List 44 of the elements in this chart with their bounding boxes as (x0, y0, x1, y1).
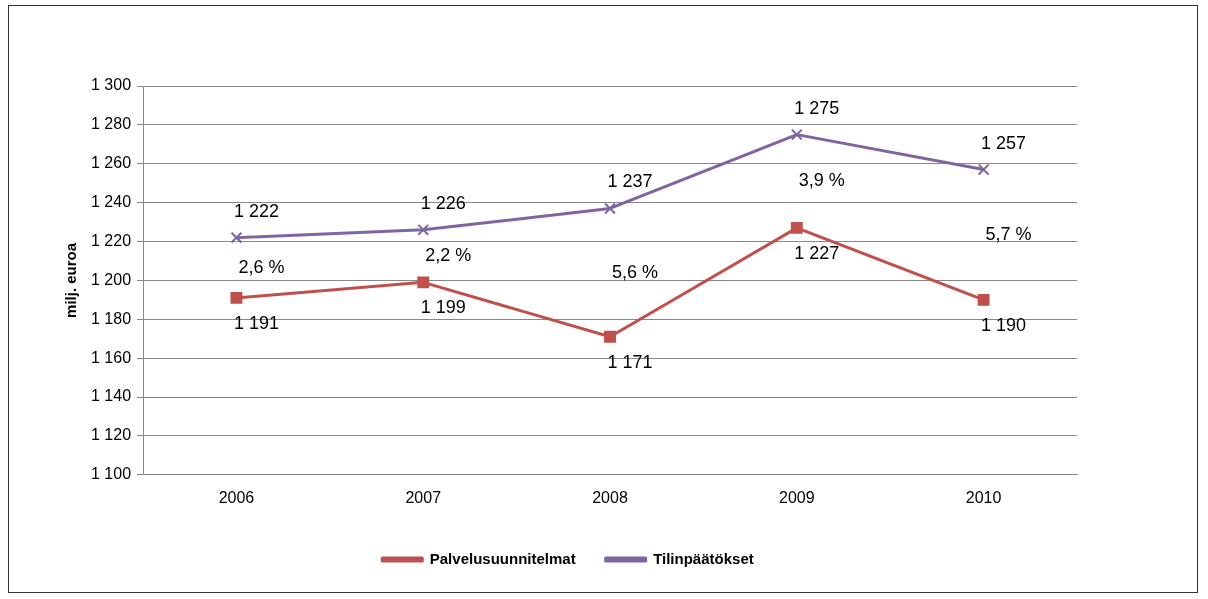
data-label: 1 199 (420, 297, 466, 318)
data-label: 1 257 (981, 132, 1027, 153)
point (977, 293, 990, 306)
data-label: 1 190 (981, 314, 1027, 335)
data-label: 1 227 (794, 242, 840, 263)
x-tick-label: 2010 (965, 488, 1002, 506)
y-tick-label: 1 100 (90, 465, 132, 483)
x-tick-label: 2009 (779, 488, 815, 506)
data-label: 1 191 (233, 312, 279, 333)
annotation: 2,2 % (425, 245, 472, 266)
y-tick-label: 1 160 (90, 348, 132, 366)
data-label: 1 237 (607, 171, 653, 192)
data-label: 1 222 (233, 200, 279, 221)
legend-label: Palvelusuunnitelmat (429, 549, 576, 567)
data-label: 1 171 (607, 351, 653, 372)
point (790, 221, 803, 234)
point (790, 128, 803, 141)
legend-label: Tilinpäätökset (653, 549, 754, 567)
y-tick-label: 1 220 (90, 231, 132, 249)
y-tick-label: 1 260 (90, 154, 132, 172)
data-label: 1 275 (794, 97, 840, 118)
x-tick-label: 2007 (405, 488, 442, 506)
x-tick-label: 2006 (218, 488, 255, 506)
y-tick-label: 1 200 (90, 270, 132, 288)
annotation: 5,7 % (985, 223, 1032, 244)
x-tick-label: 2008 (592, 488, 628, 506)
y-tick-label: 1 240 (90, 193, 132, 211)
annotation: 2,6 % (238, 256, 285, 277)
y-axis-title: milj. euroa (62, 242, 80, 318)
point (604, 330, 616, 343)
point (977, 163, 990, 176)
annotation: 3,9 % (798, 170, 845, 191)
point (230, 291, 243, 304)
y-tick-label: 1 280 (90, 115, 132, 133)
y-tick-label: 1 300 (90, 76, 132, 94)
y-tick-label: 1 140 (90, 387, 132, 405)
point (604, 202, 616, 215)
point (417, 276, 430, 289)
point (417, 223, 430, 236)
data-label: 1 226 (420, 192, 466, 213)
y-tick-label: 1 180 (90, 309, 132, 327)
point (230, 231, 243, 244)
y-tick-label: 1 120 (90, 426, 132, 444)
annotation: 5,6 % (612, 261, 659, 282)
